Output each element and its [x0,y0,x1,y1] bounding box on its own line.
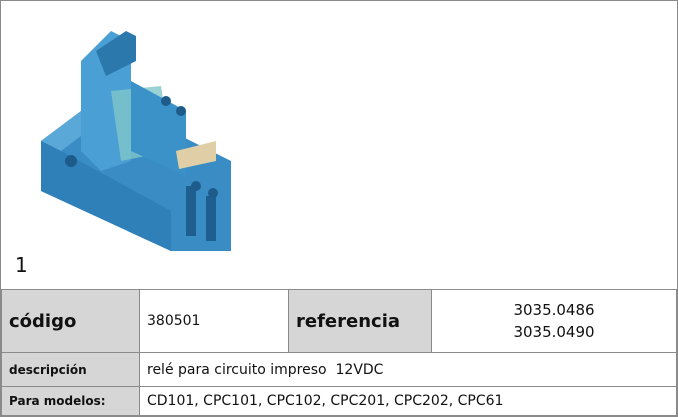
row: descripción relé para circuito impreso 1… [1,352,677,387]
value-cell: CD101, CPC101, CPC102, CPC201, CPC202, C… [139,386,677,416]
label-cell: código [1,289,140,353]
label-cell: descripción [1,352,140,387]
spec-table: código 380501 referencia 3035.0486 3035.… [1,289,677,416]
figure-label: 1 [15,253,28,277]
label-cell: Para modelos: [1,386,140,416]
row: Para modelos: CD101, CPC101, CPC102, CPC… [1,386,677,416]
reference: 3035.0486 [513,301,595,319]
reference: 3035.0490 [513,323,595,341]
value-cell: 380501 [139,289,289,353]
relay-drawing [41,31,231,251]
row: código 380501 referencia 3035.0486 3035.… [1,289,677,353]
label-cell: referencia [288,289,432,353]
value-cell: relé para circuito impreso 12VDC [139,352,677,387]
value-cell: 3035.0486 3035.0490 [431,289,677,353]
product-photo [41,31,231,251]
